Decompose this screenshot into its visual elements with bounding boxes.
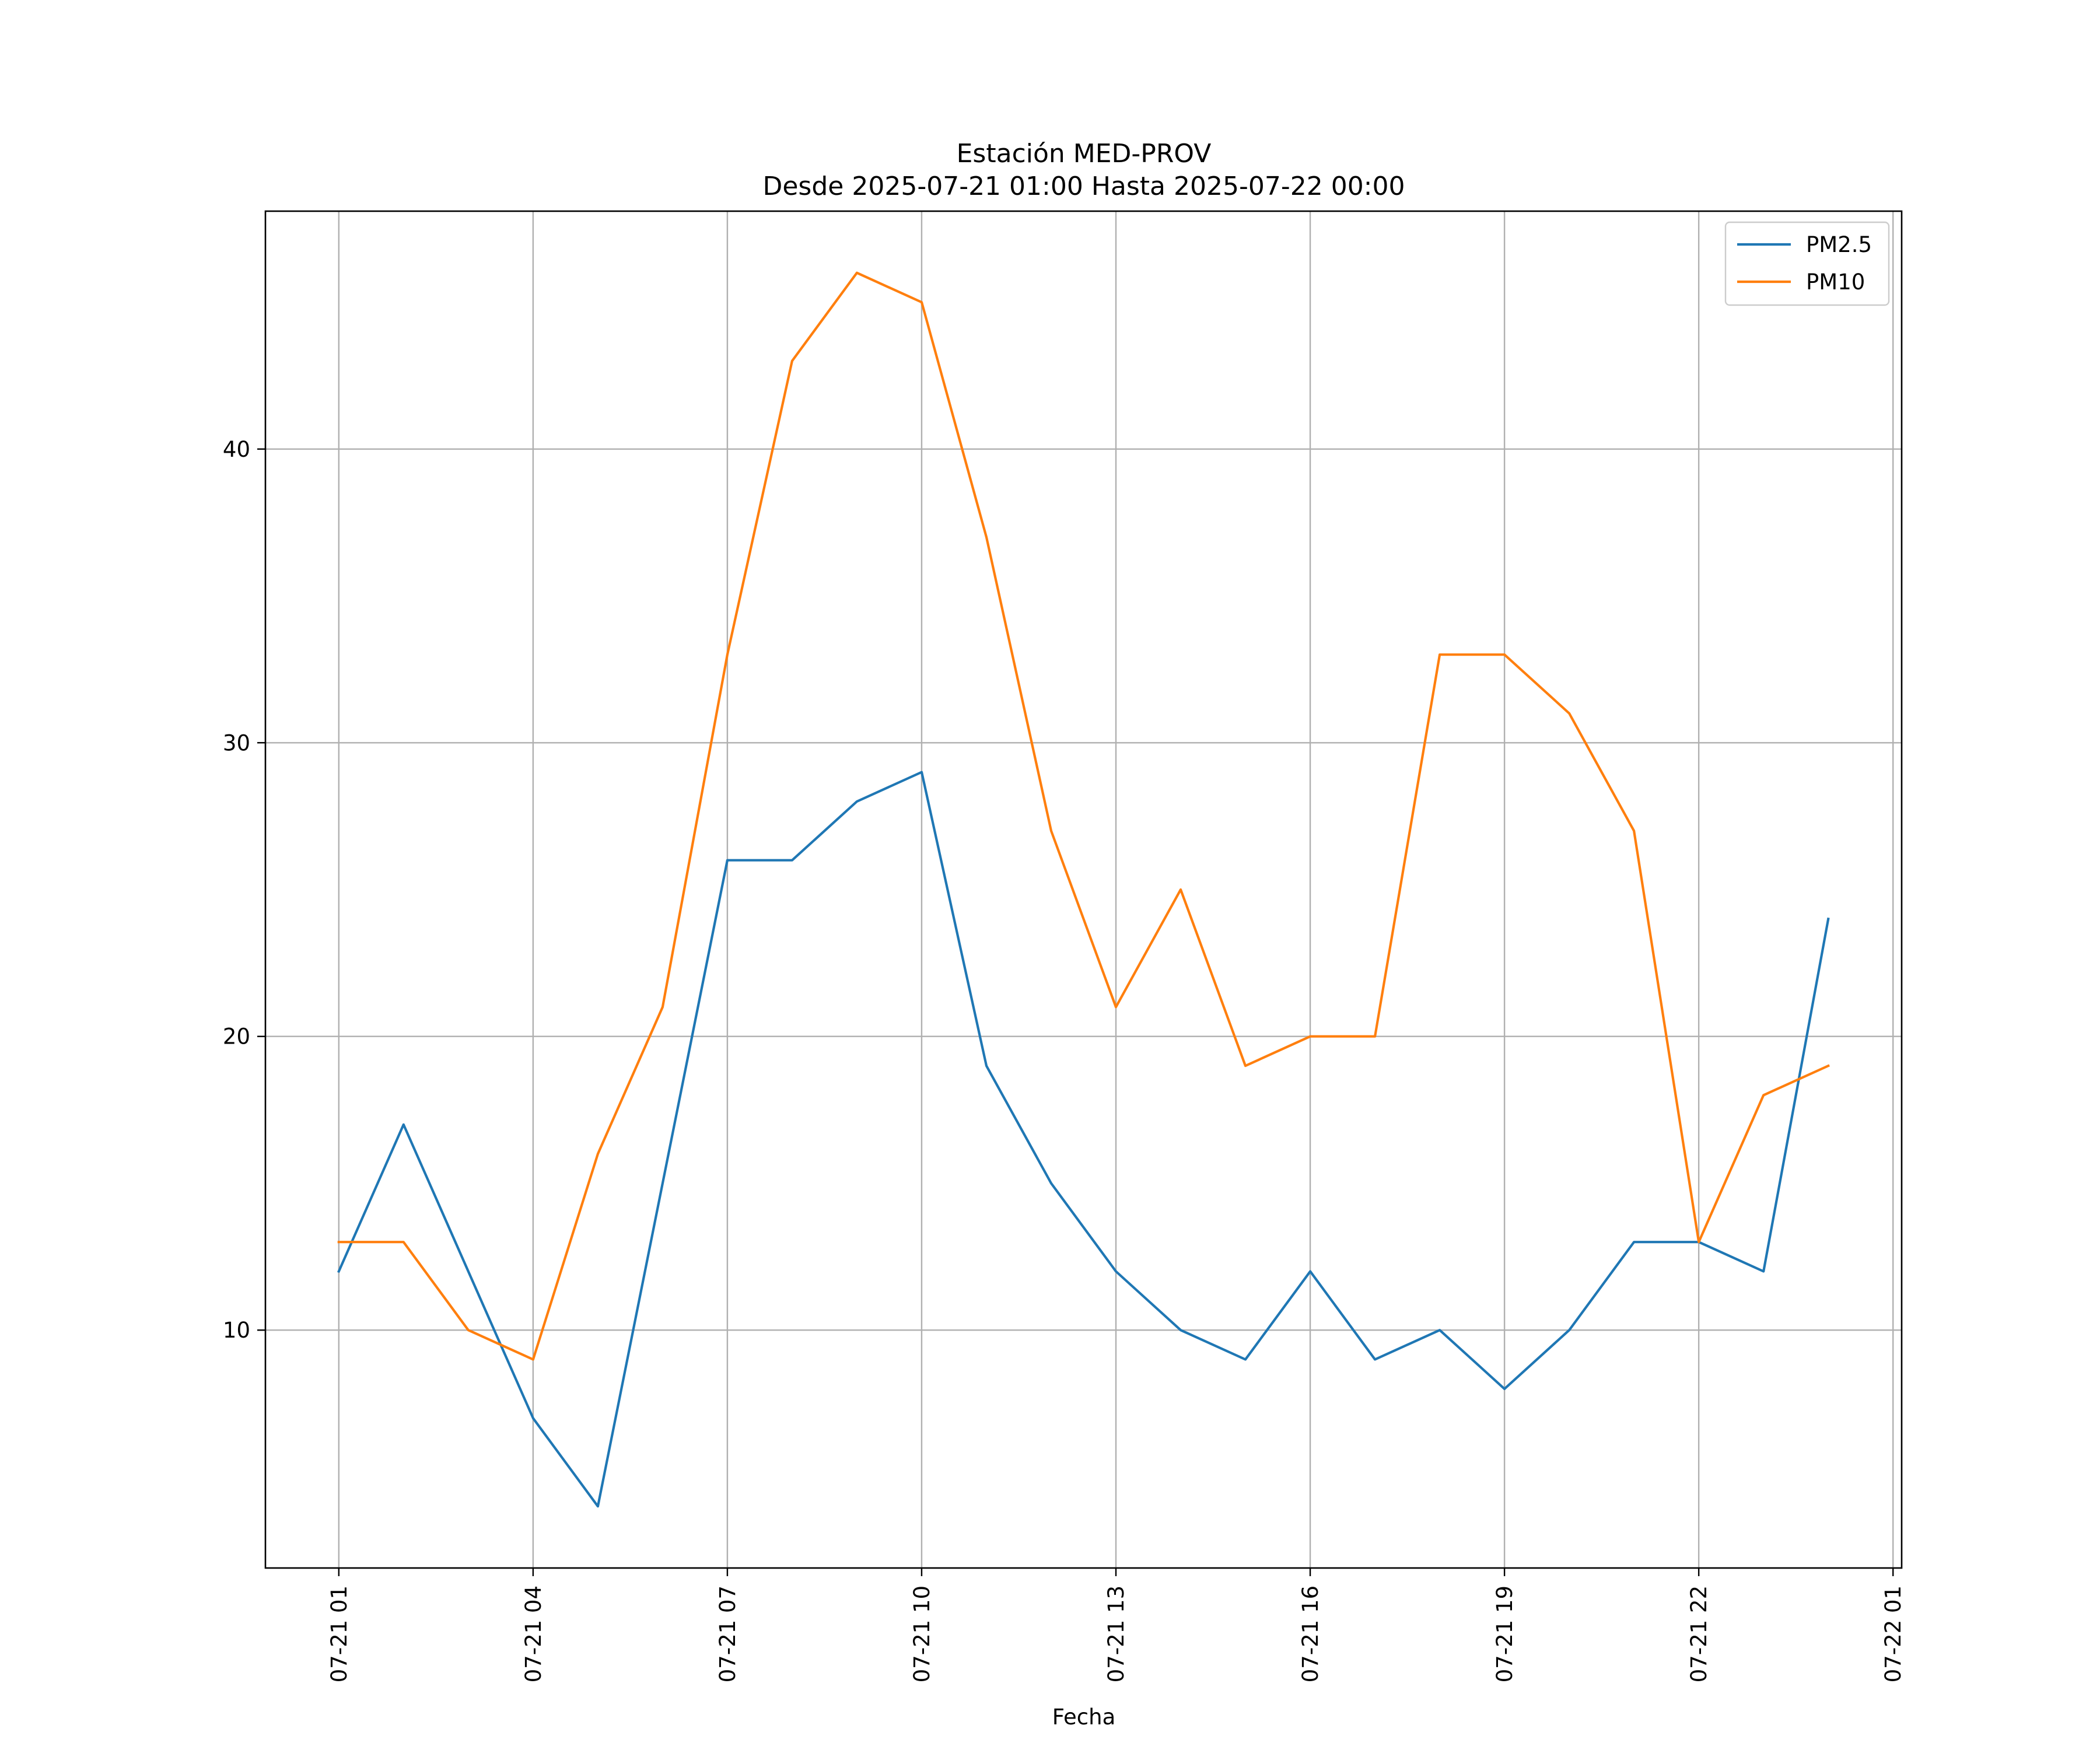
legend: PM2.5 PM10 (1724, 221, 1890, 306)
x-tick-label: 07-21 22 (1686, 1586, 1712, 1682)
x-tick-label: 07-21 19 (1492, 1586, 1517, 1682)
plot-frame (264, 210, 1903, 1569)
x-tick-label: 07-21 07 (715, 1586, 740, 1682)
series-line-pm25 (337, 771, 1830, 1508)
x-tick-label: 07-21 04 (521, 1586, 546, 1682)
y-tick-label: 10 (223, 1318, 250, 1343)
legend-box (1724, 221, 1890, 306)
y-tick-label: 20 (223, 1024, 250, 1049)
legend-label: PM2.5 (1806, 232, 1872, 257)
x-tick-label: 07-21 16 (1298, 1586, 1323, 1682)
y-tick-label: 40 (223, 437, 250, 462)
chart-title: Estación MED-PROV (957, 139, 1212, 169)
x-tick-label: 07-21 10 (909, 1586, 935, 1682)
x-axis: 07-21 01 07-21 04 07-21 07 07-21 10 07-21 13… (327, 1568, 1906, 1682)
x-axis-label: Fecha (1052, 1704, 1116, 1730)
legend-label: PM10 (1806, 270, 1865, 295)
series-lines (337, 271, 1830, 1508)
x-tick-label: 07-21 01 (327, 1586, 352, 1682)
y-tick-label: 30 (223, 730, 250, 755)
x-tick-label: 07-21 13 (1104, 1586, 1129, 1682)
grid-lines (265, 211, 1902, 1568)
x-tick-label: 07-22 01 (1881, 1586, 1906, 1682)
series-line-pm10 (337, 271, 1830, 1361)
chart-subtitle: Desde 2025-07-21 01:00 Hasta 2025-07-22 … (762, 172, 1405, 201)
y-axis: 10 20 30 40 (223, 437, 265, 1343)
